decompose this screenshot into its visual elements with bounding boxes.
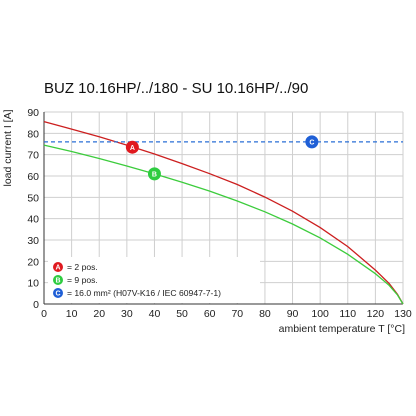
legend-b-badge bbox=[53, 275, 63, 285]
legend-c-letter: C bbox=[55, 290, 60, 297]
marker-a-badge bbox=[125, 140, 139, 154]
x-tick-label: 10 bbox=[66, 308, 78, 320]
chart-title: BUZ 10.16HP/../180 - SU 10.16HP/../90 bbox=[44, 80, 309, 97]
marker-c-badge bbox=[305, 135, 319, 149]
y-tick-label: 60 bbox=[27, 171, 39, 183]
y-tick-label: 20 bbox=[27, 256, 39, 268]
x-tick-label: 0 bbox=[41, 308, 47, 320]
y-tick-label: 0 bbox=[33, 299, 39, 311]
x-tick-label: 60 bbox=[204, 308, 216, 320]
y-tick-label: 50 bbox=[27, 192, 39, 204]
curve-markers: A B C bbox=[125, 135, 319, 181]
legend-c-badge bbox=[53, 288, 63, 298]
x-tick-label: 20 bbox=[93, 308, 105, 320]
legend-b-letter: B bbox=[55, 277, 60, 284]
series-a-line bbox=[43, 120, 404, 305]
x-axis-label: ambient temperature T [°C] bbox=[279, 323, 405, 335]
x-tick-label: 100 bbox=[311, 308, 329, 320]
legend-background bbox=[48, 257, 260, 303]
x-tick-label: 40 bbox=[149, 308, 161, 320]
series-b-line bbox=[43, 144, 404, 305]
x-tick-label: 130 bbox=[394, 308, 412, 320]
y-tick-label: 10 bbox=[27, 278, 39, 290]
marker-c-letter: C bbox=[309, 139, 314, 146]
y-tick-label: 80 bbox=[27, 128, 39, 140]
x-tick-label: 110 bbox=[339, 308, 356, 320]
x-tick-label: 30 bbox=[121, 308, 133, 320]
legend-a-label: = 2 pos. bbox=[67, 262, 98, 272]
axes bbox=[43, 112, 403, 305]
curves bbox=[43, 120, 404, 305]
x-tick-label: 90 bbox=[287, 308, 299, 320]
y-tick-label: 90 bbox=[27, 107, 39, 119]
marker-b-badge bbox=[147, 167, 161, 181]
y-axis-label: load current I [A] bbox=[2, 109, 14, 186]
y-tick-label: 40 bbox=[27, 214, 39, 226]
x-tick-label: 70 bbox=[231, 308, 243, 320]
marker-a-letter: A bbox=[130, 145, 135, 152]
grid bbox=[43, 111, 404, 305]
x-tick-label: 50 bbox=[176, 308, 188, 320]
legend-b-label: = 9 pos. bbox=[67, 275, 98, 285]
legend-a-badge bbox=[53, 262, 63, 272]
y-tick-labels: 0 10 20 30 40 50 60 70 80 90 bbox=[27, 107, 39, 311]
x-tick-label: 120 bbox=[367, 308, 385, 320]
marker-b-letter: B bbox=[152, 171, 157, 178]
legend-c-label: = 16.0 mm² (H07V-K16 / IEC 60947-7-1) bbox=[67, 288, 221, 298]
y-tick-label: 70 bbox=[27, 150, 39, 162]
x-tick-labels: 0 10 20 30 40 50 60 70 80 90 100 110 120 130 bbox=[41, 308, 412, 320]
x-tick-label: 80 bbox=[259, 308, 271, 320]
y-tick-label: 30 bbox=[27, 235, 39, 247]
legend-a-letter: A bbox=[55, 264, 60, 271]
legend: A = 2 pos. B = 9 pos. C = 16.0 mm² (H07V-K16 … bbox=[53, 262, 221, 298]
